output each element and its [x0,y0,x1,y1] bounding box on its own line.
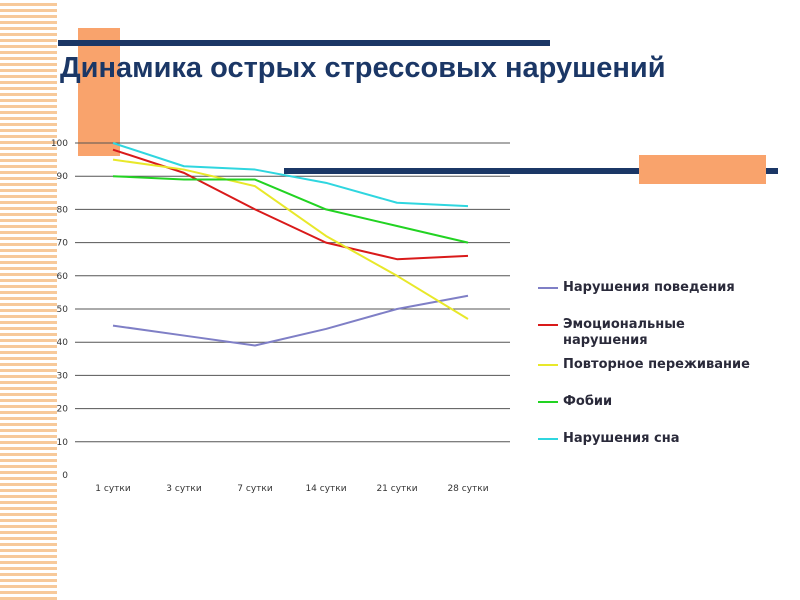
decorative-orange-block-left [78,28,120,156]
y-tick-label: 70 [57,239,69,249]
y-tick-label: 60 [57,272,69,282]
legend-item: Нарушения поведения [538,280,735,296]
x-tick-label: 21 сутки [376,484,417,494]
series-line [112,158,469,320]
x-tick-label: 7 сутки [237,484,273,494]
series-line [112,148,469,261]
y-tick-label: 0 [62,471,68,481]
legend-item: Эмоциональные нарушения [538,317,768,349]
y-tick-label: 40 [57,338,69,348]
legend-label: Нарушения поведения [563,280,735,295]
legend-swatch [538,364,558,366]
legend-swatch [538,287,558,289]
legend-label: Нарушения сна [563,431,680,446]
legend-swatch [538,438,558,440]
x-tick-label: 3 сутки [166,484,202,494]
legend-label: Повторное переживание [563,357,750,372]
series-line [112,294,469,347]
legend-item: Нарушения сна [538,431,679,447]
legend-label: Эмоциональные нарушения [563,317,685,348]
x-tick-label: 1 сутки [95,484,131,494]
decorative-orange-block-right [639,155,766,184]
legend-swatch [538,324,558,326]
series-line [112,175,469,244]
y-tick-label: 90 [57,172,69,182]
decorative-navy-bar-middle [284,168,778,174]
y-tick-label: 20 [57,405,69,415]
y-tick-label: 50 [57,305,69,315]
y-tick-label: 30 [57,371,69,381]
page-title: Динамика острых стрессовых нарушений [60,52,666,84]
y-tick-label: 10 [57,438,69,448]
legend-item: Повторное переживание [538,357,750,373]
decorative-stripe-band [0,0,57,600]
legend-label: Фобии [563,394,613,409]
x-tick-label: 28 сутки [447,484,488,494]
legend-swatch [538,401,558,403]
y-tick-label: 80 [57,205,69,215]
y-tick-label: 100 [51,139,68,149]
legend-item: Фобии [538,394,612,410]
series-line [112,142,469,208]
x-tick-label: 14 сутки [305,484,346,494]
decorative-navy-bar-top [58,40,550,46]
